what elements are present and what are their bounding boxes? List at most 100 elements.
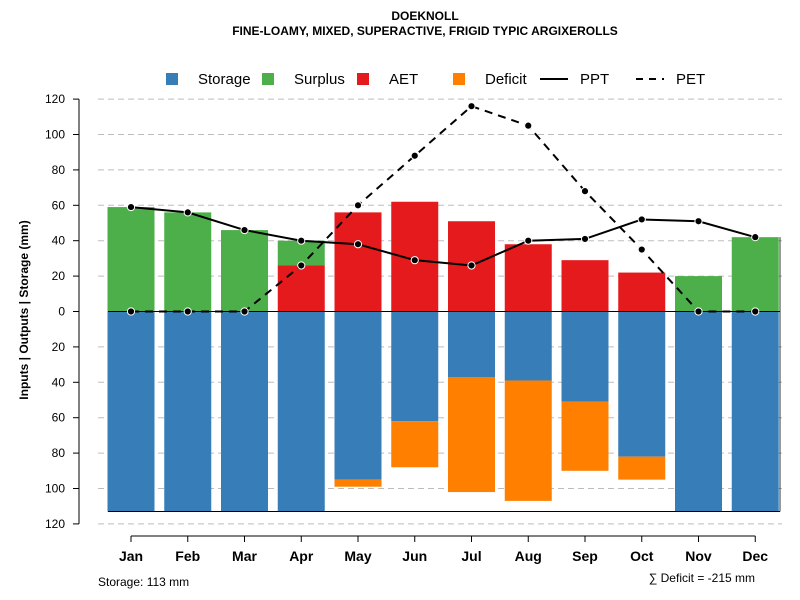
y-tick-label: 20 bbox=[52, 269, 66, 283]
bar-aet bbox=[504, 244, 552, 312]
x-tick-label: Sep bbox=[572, 548, 598, 564]
x-tick-label: Mar bbox=[232, 548, 257, 564]
bar-deficit bbox=[391, 421, 439, 468]
legend-swatch bbox=[453, 73, 465, 85]
legend-swatch bbox=[262, 73, 274, 85]
bar-deficit bbox=[561, 401, 609, 471]
x-tick-label: Aug bbox=[515, 548, 542, 564]
bar-deficit bbox=[448, 376, 495, 493]
bar-storage bbox=[277, 311, 325, 512]
x-tick-label: Dec bbox=[742, 548, 768, 564]
bar-surplus bbox=[731, 237, 779, 312]
point-ppt bbox=[580, 234, 590, 244]
chart-title: DOEKNOLL bbox=[391, 9, 458, 23]
legend-item-storage: Storage bbox=[166, 71, 251, 88]
y-tick-label: 0 bbox=[58, 305, 65, 319]
y-tick-label: 20 bbox=[52, 340, 66, 354]
bar-storage bbox=[391, 311, 439, 422]
legend: Storage Surplus AET Deficit PPT PET bbox=[166, 71, 705, 88]
x-tick-label: Apr bbox=[289, 548, 314, 564]
y-tick-label: 100 bbox=[45, 482, 65, 496]
point-ppt bbox=[524, 236, 533, 245]
legend-swatch bbox=[357, 73, 369, 85]
x-tick-label: May bbox=[344, 548, 371, 564]
bar-deficit bbox=[618, 456, 666, 480]
x-tick-label: Nov bbox=[685, 548, 712, 564]
point-ppt bbox=[751, 233, 760, 242]
bar-aet bbox=[334, 212, 382, 312]
storage-note: Storage: 113 mm bbox=[98, 575, 189, 589]
y-tick-label: 100 bbox=[45, 128, 65, 142]
bar-storage bbox=[618, 311, 666, 457]
x-tick-label: Jun bbox=[402, 548, 427, 564]
point-ppt bbox=[240, 225, 249, 235]
legend-label: PET bbox=[676, 71, 705, 88]
bars bbox=[107, 201, 781, 513]
point-pet bbox=[126, 307, 136, 316]
gridlines bbox=[98, 98, 782, 525]
y-tick-label: 60 bbox=[52, 198, 66, 212]
bar-aet bbox=[277, 265, 325, 312]
bar-surplus bbox=[277, 240, 325, 266]
point-ppt bbox=[410, 256, 419, 265]
bar-surplus bbox=[164, 212, 212, 312]
bar-aet bbox=[618, 272, 666, 312]
legend-swatch bbox=[166, 73, 178, 85]
bar-storage bbox=[448, 311, 495, 377]
legend-item-pet: PET bbox=[636, 71, 705, 88]
point-pet bbox=[524, 121, 533, 130]
point-pet bbox=[637, 245, 646, 254]
deficit-note: ∑ Deficit = -215 mm bbox=[649, 571, 755, 585]
bar-storage bbox=[561, 311, 609, 402]
point-pet bbox=[410, 151, 419, 160]
point-ppt bbox=[297, 236, 306, 245]
legend-label: Deficit bbox=[485, 71, 528, 88]
line-ppt bbox=[130, 206, 756, 267]
y-tick-label: 40 bbox=[52, 375, 66, 389]
legend-label: Storage bbox=[198, 71, 251, 88]
line-pet bbox=[131, 105, 756, 313]
bar-storage bbox=[675, 311, 722, 512]
bar-storage bbox=[221, 311, 268, 512]
point-ppt bbox=[353, 240, 363, 249]
y-tick-label: 120 bbox=[45, 92, 65, 106]
x-tick-label: Jul bbox=[461, 548, 481, 564]
legend-item-surplus: Surplus bbox=[262, 71, 345, 88]
legend-label: Surplus bbox=[294, 71, 345, 88]
series-lines bbox=[126, 102, 760, 316]
x-tick-label: Feb bbox=[175, 548, 200, 564]
bar-aet bbox=[561, 260, 609, 312]
point-pet bbox=[467, 102, 476, 111]
axes: 120 100 80 60 40 20 0 20 40 60 80 100 120 Jan Feb Mar Ap… bbox=[45, 92, 768, 564]
bar-storage bbox=[731, 311, 779, 512]
legend-label: AET bbox=[389, 71, 418, 88]
chart-subtitle: FINE-LOAMY, MIXED, SUPERACTIVE, FRIGID T… bbox=[232, 24, 618, 38]
bar-storage bbox=[504, 311, 552, 381]
x-tick-label: Jan bbox=[119, 548, 143, 564]
y-tick-label: 40 bbox=[52, 234, 66, 248]
point-ppt bbox=[467, 261, 476, 270]
x-tick-label: Oct bbox=[630, 548, 654, 564]
bar-storage bbox=[164, 311, 212, 512]
bar-storage bbox=[334, 311, 382, 480]
bar-deficit bbox=[504, 380, 552, 501]
legend-label: PPT bbox=[580, 71, 609, 88]
point-pet bbox=[751, 307, 760, 316]
point-pet bbox=[183, 307, 192, 316]
point-pet bbox=[297, 261, 306, 270]
y-tick-label: 120 bbox=[45, 517, 65, 531]
y-tick-label: 60 bbox=[52, 411, 66, 425]
y-tick-label: 80 bbox=[52, 163, 66, 177]
bar-surplus bbox=[675, 276, 722, 312]
point-ppt bbox=[183, 208, 192, 217]
bar-surplus bbox=[221, 230, 268, 312]
point-pet bbox=[353, 201, 363, 210]
bar-storage bbox=[107, 311, 155, 512]
point-ppt bbox=[637, 215, 646, 224]
point-pet bbox=[694, 307, 703, 316]
y-axis-title: Inputs | Outputs | Storage (mm) bbox=[17, 220, 31, 399]
point-ppt bbox=[694, 217, 703, 226]
legend-item-ppt: PPT bbox=[540, 71, 609, 88]
bar-surplus bbox=[107, 207, 155, 312]
